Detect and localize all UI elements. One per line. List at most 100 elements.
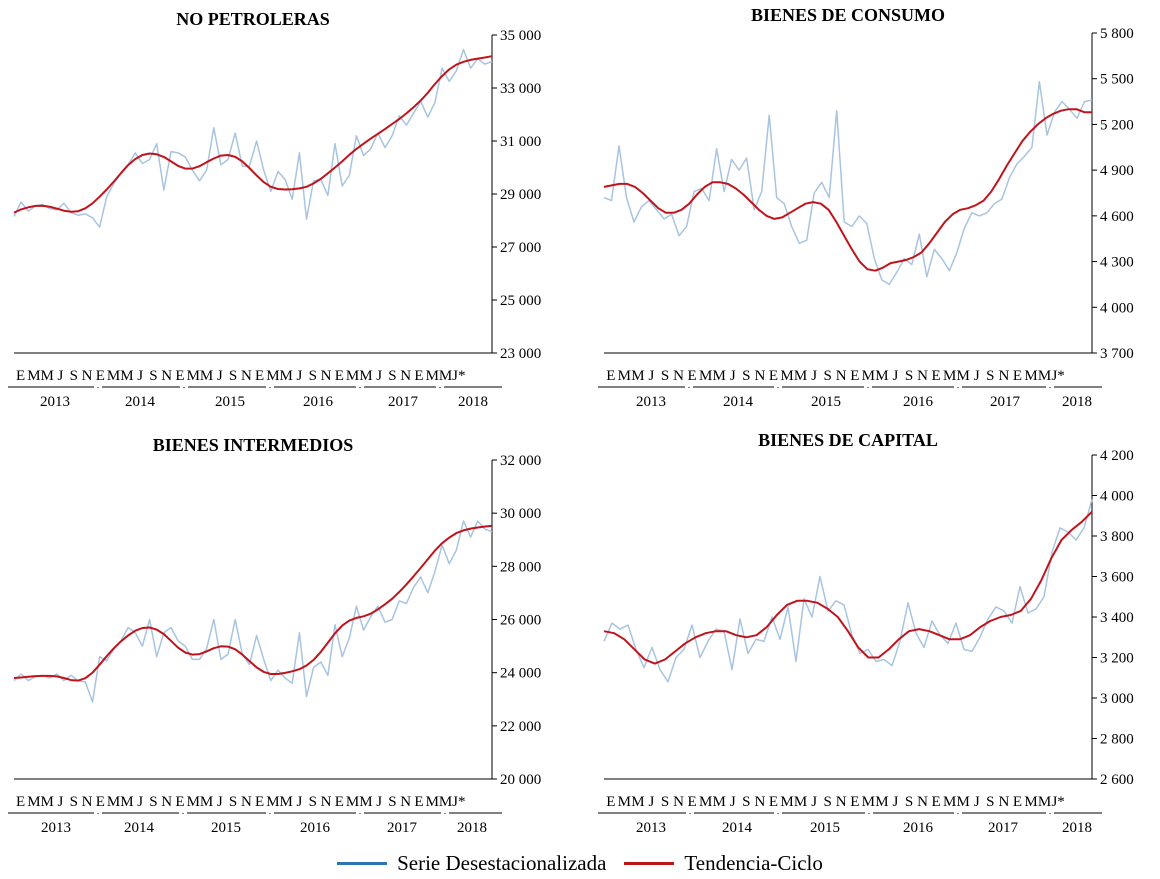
chart2-month-label: S: [661, 368, 669, 384]
chart1-month-label: N: [82, 368, 93, 384]
chart3-month-label: N: [241, 794, 252, 810]
chart3-month-label: M: [41, 794, 54, 810]
chart4-year-label: 2013: [636, 820, 666, 836]
chart3-year-label: 2016: [300, 820, 331, 836]
chart2-month-label: M: [1024, 368, 1037, 384]
chart2-y-tick-label: 4 900: [1100, 163, 1134, 179]
chart2-y-tick-label: 3 700: [1100, 346, 1134, 362]
chart3-month-label: N: [82, 794, 93, 810]
chart4-month-label: M: [1024, 794, 1037, 810]
chart1-month-label: M: [266, 368, 279, 384]
chart3-year-label: 2013: [41, 820, 71, 836]
chart3-y-tick-label: 30 000: [500, 506, 541, 522]
chart1-month-label: N: [161, 368, 172, 384]
chart3-month-label: M: [187, 794, 200, 810]
chart2-title: BIENES DE CONSUMO: [751, 5, 945, 25]
chart3-y-tick-label: 22 000: [500, 719, 541, 735]
chart2-month-label: N: [917, 368, 928, 384]
chart4-y-tick-label: 2 800: [1100, 732, 1134, 748]
chart2-month-label: S: [742, 368, 750, 384]
chart3-y-tick-label: 24 000: [500, 666, 541, 682]
chart4-y-tick-label: 3 400: [1100, 610, 1134, 626]
chart4-y-tick-label: 3 800: [1100, 529, 1134, 545]
chart4-month-label: M: [957, 794, 970, 810]
chart3-month-label: S: [229, 794, 237, 810]
chart3-month-label: J: [137, 794, 143, 810]
chart1-y-tick-label: 31 000: [500, 134, 541, 150]
chart4-month-label: M: [1038, 794, 1051, 810]
chart4-year-label: 2014: [722, 820, 753, 836]
chart3-month-label: N: [161, 794, 172, 810]
chart4-month-label: J*: [1051, 794, 1064, 810]
chart3-month-label: E: [16, 794, 25, 810]
chart4-month-label: S: [742, 794, 750, 810]
chart1-y-tick-label: 25 000: [500, 293, 541, 309]
chart2-month-label: J*: [1051, 368, 1064, 384]
chart1-month-label: J: [376, 368, 382, 384]
chart2-month-label: J: [974, 368, 980, 384]
chart3-year-label: 2015: [211, 820, 241, 836]
chart1-month-label: N: [321, 368, 332, 384]
chart1-y-tick-label: 23 000: [500, 346, 541, 362]
chart1-month-label: J: [137, 368, 143, 384]
chart3-y-tick-label: 20 000: [500, 772, 541, 788]
chart3-month-label: J: [58, 794, 64, 810]
chart1-y-tick-label: 29 000: [500, 187, 541, 203]
chart3-month-label: M: [359, 794, 372, 810]
chart3-month-label: M: [200, 794, 213, 810]
chart1-month-label: J*: [452, 368, 465, 384]
chart4-month-label: E: [850, 794, 859, 810]
chart3-month-label: M: [266, 794, 279, 810]
chart4-month-label: M: [780, 794, 793, 810]
chart4-month-label: E: [932, 794, 941, 810]
chart3-month-label: E: [255, 794, 264, 810]
chart4-month-label: N: [673, 794, 684, 810]
chart1-year-label: 2015: [215, 394, 245, 410]
chart1-y-tick-label: 33 000: [500, 81, 541, 97]
chart4-y-tick-label: 3 600: [1100, 570, 1134, 586]
chart1-month-label: M: [107, 368, 120, 384]
chart3-month-label: N: [400, 794, 411, 810]
chart1-month-label: M: [187, 368, 200, 384]
chart4-y-tick-label: 3 200: [1100, 651, 1134, 667]
chart2-month-label: M: [699, 368, 712, 384]
chart4-y-tick-label: 4 200: [1100, 448, 1134, 464]
chart4-month-label: E: [606, 794, 615, 810]
chart4-y-tick-label: 3 000: [1100, 691, 1134, 707]
chart1-month-label: M: [346, 368, 359, 384]
chart2-month-label: J: [893, 368, 899, 384]
chart2-y-tick-label: 4 000: [1100, 300, 1134, 316]
chart1-year-label: 2016: [303, 394, 334, 410]
chart1-month-label: M: [120, 368, 133, 384]
chart4-month-label: M: [713, 794, 726, 810]
chart1-month-label: M: [280, 368, 293, 384]
chart2-y-tick-label: 5 800: [1100, 26, 1134, 42]
chart3-month-label: E: [335, 794, 344, 810]
chart1-month-label: J: [297, 368, 303, 384]
chart3-month-label: J*: [452, 794, 465, 810]
chart1-year-label: 2018: [458, 394, 488, 410]
legend-tc-label: Tendencia-Ciclo: [684, 850, 823, 875]
chart1-month-label: M: [439, 368, 452, 384]
chart4-month-label: M: [631, 794, 644, 810]
chart4-month-label: M: [794, 794, 807, 810]
chart4-month-label: M: [699, 794, 712, 810]
chart2-y-tick-label: 5 200: [1100, 117, 1134, 133]
chart2-year-label: 2015: [811, 394, 841, 410]
chart1-year-label: 2013: [40, 394, 70, 410]
chart1-month-label: S: [309, 368, 317, 384]
chart2-month-label: E: [688, 368, 697, 384]
chart3-month-label: E: [414, 794, 423, 810]
chart2-month-label: M: [875, 368, 888, 384]
legend-sa-label: Serie Desestacionalizada: [397, 850, 607, 875]
chart3-month-label: J: [376, 794, 382, 810]
chart1-month-label: S: [388, 368, 396, 384]
chart2-month-label: M: [957, 368, 970, 384]
chart2-month-label: N: [673, 368, 684, 384]
chart1-month-label: E: [414, 368, 423, 384]
chart2-month-label: E: [1013, 368, 1022, 384]
chart1-month-label: J: [58, 368, 64, 384]
legend: Serie Desestacionalizada Tendencia-Ciclo: [0, 848, 1160, 878]
chart3-month-label: M: [280, 794, 293, 810]
chart2-year-label: 2018: [1062, 394, 1092, 410]
